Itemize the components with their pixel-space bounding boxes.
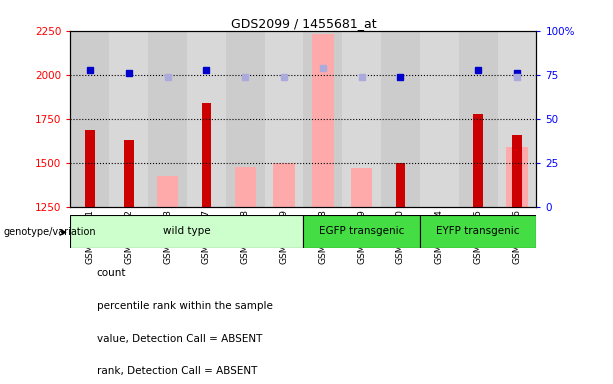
Bar: [187, 31, 226, 207]
Bar: [235, 167, 256, 207]
Text: value, Detection Call = ABSENT: value, Detection Call = ABSENT: [97, 334, 262, 344]
FancyBboxPatch shape: [420, 215, 536, 248]
Title: GDS2099 / 1455681_at: GDS2099 / 1455681_at: [230, 17, 376, 30]
Bar: [202, 103, 211, 207]
Bar: [124, 140, 134, 207]
Bar: [506, 147, 528, 207]
FancyBboxPatch shape: [303, 215, 420, 248]
Text: count: count: [97, 268, 126, 278]
Bar: [109, 31, 148, 207]
Text: wild type: wild type: [163, 226, 211, 237]
Bar: [473, 114, 483, 207]
Bar: [273, 163, 295, 207]
Bar: [498, 31, 536, 207]
Bar: [85, 130, 95, 207]
Bar: [265, 31, 303, 207]
Bar: [459, 31, 498, 207]
Bar: [512, 135, 522, 207]
Bar: [381, 31, 420, 207]
Text: EYFP transgenic: EYFP transgenic: [436, 226, 520, 237]
Bar: [420, 31, 459, 207]
Bar: [226, 31, 265, 207]
FancyBboxPatch shape: [70, 215, 303, 248]
Bar: [351, 169, 372, 207]
Bar: [303, 31, 342, 207]
Bar: [312, 34, 333, 207]
Text: EGFP transgenic: EGFP transgenic: [319, 226, 405, 237]
Bar: [157, 175, 178, 207]
Bar: [342, 31, 381, 207]
Bar: [148, 31, 187, 207]
Text: percentile rank within the sample: percentile rank within the sample: [97, 301, 273, 311]
Text: rank, Detection Call = ABSENT: rank, Detection Call = ABSENT: [97, 366, 257, 376]
Bar: [395, 163, 405, 207]
Text: genotype/variation: genotype/variation: [3, 227, 96, 237]
Bar: [70, 31, 109, 207]
